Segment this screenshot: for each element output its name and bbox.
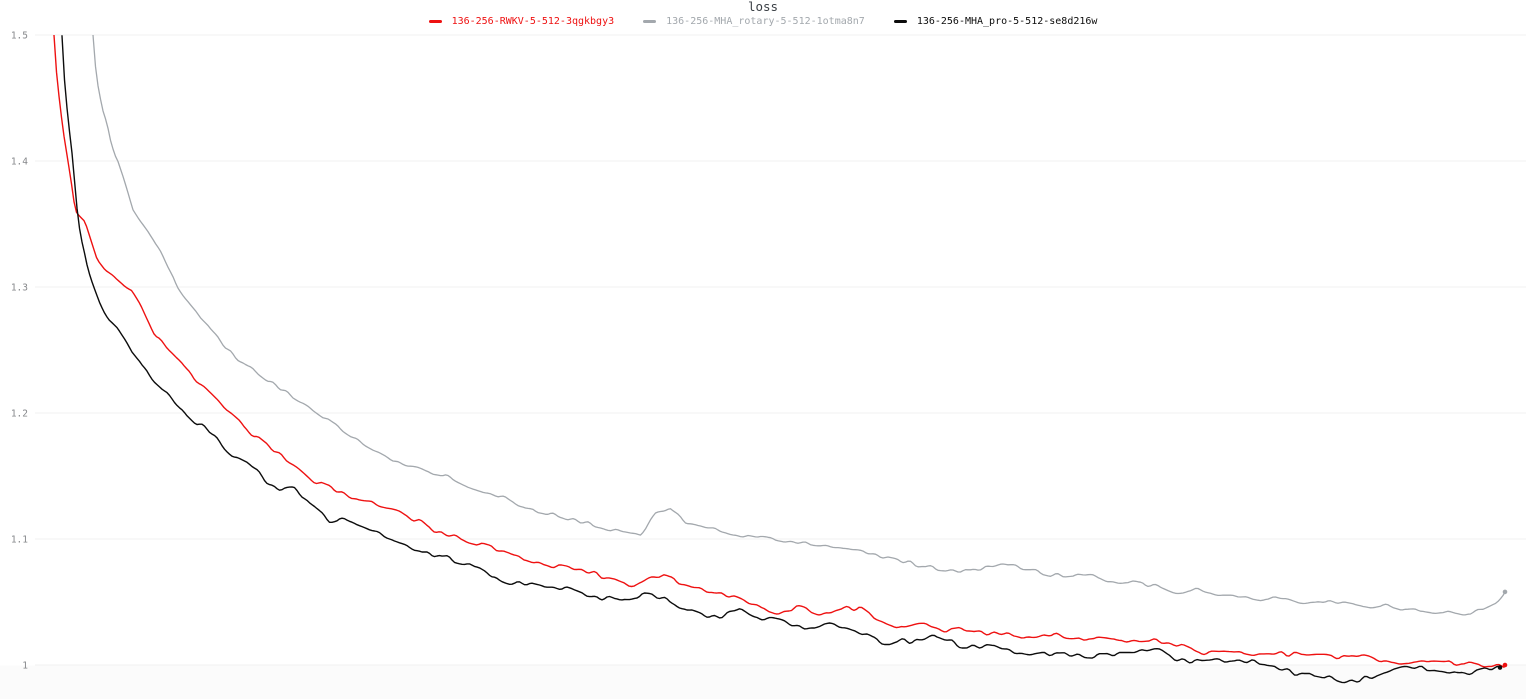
series-end-marker-136-256-MHA_pro-5-512-se8d216w [1497, 665, 1503, 670]
y-tick-label: 1 [22, 661, 28, 672]
series-end-marker-136-256-RWKV-5-512-3qgkbgy3 [1502, 662, 1508, 668]
legend-color-dash [643, 20, 657, 23]
legend-item-136-256-RWKV-5-512-3qgkbgy3[interactable]: 136-256-RWKV-5-512-3qgkbgy3 [428, 15, 615, 28]
legend-run-name: 136-256-RWKV-5-512-3qgkbgy3 [451, 15, 615, 27]
y-axis-tick-labels: 1 1.1 1.2 1.3 1.4 1.5 [11, 31, 28, 672]
legend-item-136-256-MHA_pro-5-512-se8d216w[interactable]: 136-256-MHA_pro-5-512-se8d216w [893, 15, 1098, 28]
legend-item-136-256-MHA_rotary-5-512-1otma8n7[interactable]: 136-256-MHA_rotary-5-512-1otma8n7 [643, 16, 865, 28]
legend-run-name: 136-256-MHA_rotary-5-512-1otma8n7 [666, 15, 865, 27]
y-tick-label: 1.5 [11, 31, 28, 42]
y-tick-label: 1.2 [11, 409, 28, 420]
chart-title: loss [747, 0, 779, 14]
gridlines [35, 34, 1526, 666]
y-tick-label: 1.4 [11, 157, 28, 168]
y-tick-label: 1.1 [11, 535, 28, 546]
legend-color-dash [893, 20, 907, 23]
y-tick-label: 1.3 [11, 283, 28, 294]
legend-run-name: 136-256-MHA_pro-5-512-se8d216w [916, 15, 1098, 27]
series-line-136-256-RWKV-5-512-3qgkbgy3 [53, 35, 1506, 668]
series-line-136-256-MHA_rotary-5-512-1otma8n7 [92, 35, 1506, 616]
legend-color-dash [428, 20, 442, 23]
chart-legend: 136-256-RWKV-5-512-3qgkbgy3 136-256-MHA_r… [0, 14, 1526, 29]
below-baseline-band [0, 665, 1526, 699]
series-line-136-256-MHA_pro-5-512-se8d216w [61, 35, 1501, 684]
series-curves [53, 35, 1508, 684]
series-end-marker-136-256-MHA_rotary-5-512-1otma8n7 [1502, 589, 1508, 595]
